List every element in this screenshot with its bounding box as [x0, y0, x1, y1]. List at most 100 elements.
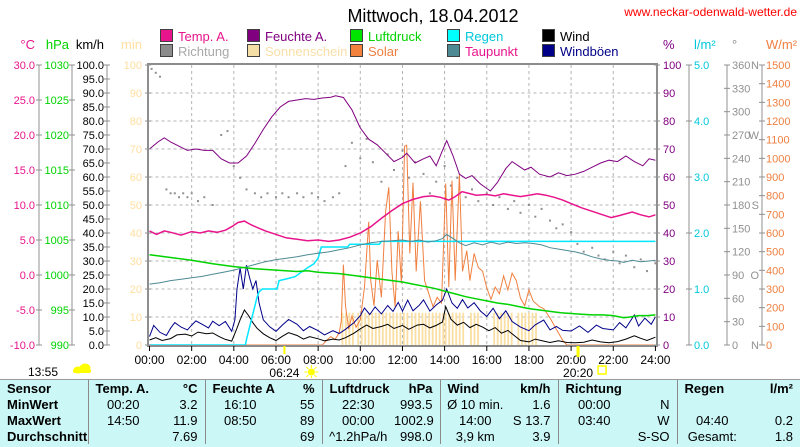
legend-item-taupunkt: Taupunkt: [447, 44, 518, 59]
sunshine-bar: [517, 312, 520, 345]
axis-tick-label: 30: [663, 256, 675, 268]
direction-dot: [527, 204, 530, 206]
table-row-label: MinWert: [7, 396, 59, 412]
axis-tick-label: 5.0: [694, 60, 709, 72]
sunset-axis-mark: [576, 346, 580, 357]
table-cell-time: Ø 10 min.: [439, 396, 510, 412]
table-cell-value: 69: [300, 428, 315, 444]
legend-label: Feuchte A.: [265, 29, 328, 44]
table-cell-time: [557, 428, 630, 444]
legend-label: Windböen: [560, 44, 619, 59]
direction-dot: [338, 192, 341, 195]
sunshine-bar: [455, 312, 458, 345]
table-cell-value: 1.6: [532, 396, 551, 412]
axis-tick-label: 900: [766, 172, 784, 184]
sunshine-bar: [451, 312, 454, 345]
axis-tick-label: 300: [766, 284, 784, 296]
direction-dot: [582, 250, 585, 253]
table-cell-time: 00:20: [87, 396, 158, 412]
axis-tick-label: 100: [766, 321, 784, 333]
direction-dot: [646, 270, 648, 273]
table-header-unit: %: [302, 380, 315, 396]
legend-label: Luftdruck: [368, 29, 422, 44]
table-header-name: Richtung: [557, 380, 630, 396]
table-cell-value: S 13.7: [512, 412, 551, 428]
direction-dot: [428, 192, 431, 195]
x-axis-label: 00:00: [134, 353, 164, 367]
axis-tick-label: 60: [663, 172, 675, 184]
direction-dot: [449, 184, 452, 187]
x-axis-label: 02:00: [177, 353, 207, 367]
table-cell-value: N: [660, 396, 670, 412]
direction-dot: [534, 215, 537, 218]
axis-tick-label: 50.0: [83, 200, 104, 212]
direction-dot: [245, 188, 248, 191]
sunshine-bar: [424, 312, 427, 345]
direction-dot: [477, 200, 480, 203]
axis-tick-label: 1025: [45, 95, 69, 107]
legend-swatch: [160, 29, 173, 42]
axis-tick-label: 15.0: [83, 298, 104, 310]
series-taupunkt: [149, 233, 656, 285]
axis-tick-label: 35.0: [83, 242, 104, 254]
direction-dot: [211, 204, 214, 206]
legend-swatch: [542, 44, 555, 57]
table-cell-value: 993.5: [399, 396, 433, 412]
axis-tick-label: 360: [732, 60, 750, 72]
direction-dot: [169, 192, 172, 195]
axis-tick-label: 1010: [45, 200, 69, 212]
axis-tick-label: 1.0: [694, 284, 709, 296]
direction-dot: [435, 180, 438, 183]
axis-tick-label: 10: [130, 312, 142, 324]
direction-dot: [190, 192, 193, 195]
sunshine-bar: [431, 312, 434, 345]
direction-dot: [173, 192, 176, 195]
axis-tick-label: 1300: [766, 97, 790, 109]
axis-tick-label: 1400: [766, 79, 790, 91]
sunshine-bar: [428, 312, 431, 345]
axis-tick-label: 10: [663, 312, 675, 324]
direction-dot: [393, 169, 395, 171]
sunshine-bar: [496, 312, 499, 345]
series-temp-a-: [149, 190, 656, 243]
table-cell-value: 0.2: [774, 412, 793, 428]
axis-tick-label: 45.0: [83, 214, 104, 226]
axis-tick-label: 1500: [766, 60, 790, 72]
axis-tick-label: 100.0: [76, 60, 104, 72]
direction-dot: [165, 188, 168, 191]
direction-dot: [159, 75, 161, 78]
sunrise-time: 06:24: [269, 366, 299, 378]
sunshine-bar: [458, 312, 461, 345]
direction-dot: [561, 223, 564, 226]
direction-dot: [498, 196, 501, 199]
table-cell-time: 08:50: [204, 412, 275, 428]
axis-tick-label: 70: [663, 144, 675, 156]
direction-dot: [359, 157, 362, 160]
table-cell-time: 00:00: [557, 396, 630, 412]
legend-label: Regen: [465, 29, 504, 44]
axis-tick-label: 20: [663, 284, 675, 296]
sunshine-bar: [462, 312, 465, 345]
axis-tick-label: 300: [732, 107, 750, 119]
legend-swatch: [542, 29, 555, 42]
axis-tick-label: 1020: [45, 130, 69, 142]
axis-tick-label: 210: [732, 177, 750, 189]
direction-dot: [186, 196, 189, 199]
legend-swatch: [447, 29, 460, 42]
table-cell-time: 03:40: [557, 412, 630, 428]
sunshine-bar: [381, 312, 384, 345]
website-link[interactable]: www.neckar-odenwald-wetter.de: [624, 5, 797, 19]
sunshine-bar: [378, 312, 381, 345]
axis-tick-label: N: [751, 340, 759, 352]
direction-dot: [331, 196, 334, 199]
sunset-icon: [597, 365, 607, 375]
axis-tick-label: 10.0: [14, 200, 35, 212]
sunshine-bar: [528, 312, 530, 345]
sunshine-bar: [448, 312, 451, 345]
table-header-unit: [630, 380, 677, 396]
direction-dot: [365, 137, 368, 140]
table-cell-time: 14:50: [87, 412, 158, 428]
direction-dot: [506, 207, 509, 210]
axis-tick-label: 80: [130, 116, 142, 128]
